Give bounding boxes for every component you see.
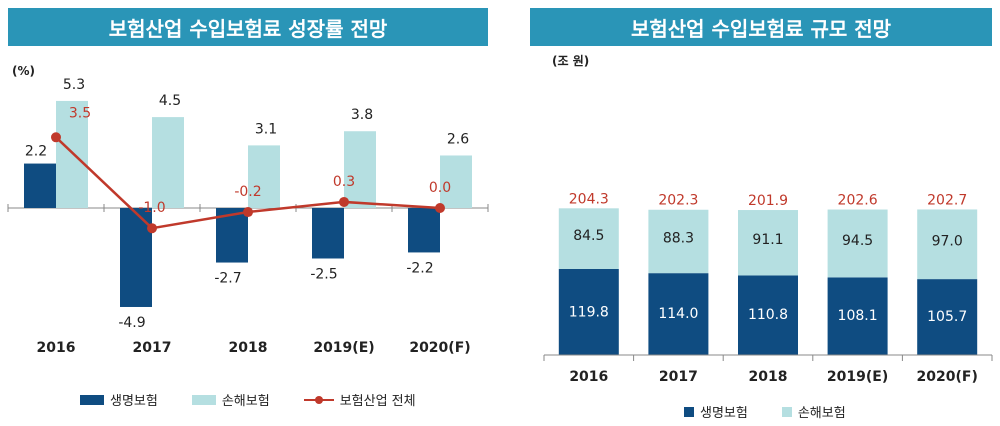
data-label-nonlife: 3.8	[351, 107, 373, 123]
stacked-bar-life	[558, 268, 619, 355]
category-label: 2019(E)	[827, 369, 888, 385]
total-point	[243, 207, 253, 218]
legend-label-life: 생명보험	[110, 394, 158, 409]
legend-item-life: 생명보험	[80, 390, 158, 409]
data-label-total: 3.5	[69, 105, 91, 121]
data-label-total: 0.0	[429, 180, 451, 196]
legend-label-total: 보험산업 전체	[339, 394, 416, 409]
stacked-bar-nonlife	[917, 209, 978, 280]
stacked-bar-nonlife	[827, 209, 888, 278]
data-label-life: 2.2	[25, 144, 47, 160]
total-point	[339, 196, 349, 207]
stacked-bar-life	[917, 279, 978, 355]
legend-swatch-life-r	[684, 406, 694, 417]
data-label-nonlife: 94.5	[842, 233, 873, 249]
bar-nonlife	[152, 117, 184, 208]
data-label-nonlife: 97.0	[932, 234, 963, 250]
data-label-total: 0.3	[333, 174, 355, 190]
bar-life	[312, 208, 344, 259]
data-label-nonlife: 2.6	[447, 131, 469, 147]
data-label-life: -2.5	[310, 267, 337, 283]
data-label-total: -0.2	[234, 184, 261, 200]
category-label: 2020(F)	[917, 369, 978, 385]
size-chart-panel: 보험산업 수입보험료 규모 전망 (조 원) 119.8 84.5 204.3 201…	[530, 0, 1000, 426]
category-label: 2017	[659, 369, 698, 385]
data-label-life: 105.7	[927, 309, 967, 325]
bar-life	[408, 208, 440, 253]
stacked-bar-life	[827, 277, 888, 355]
growth-chart-svg: 2.2 5.3 2016 -4.9 4.5 2017 -2.7 3.1 2018 -2.5 3.8 2…	[7, 77, 489, 356]
data-label-nonlife: 3.1	[255, 121, 277, 137]
data-label-life: -2.7	[214, 271, 241, 287]
total-point	[51, 132, 61, 143]
data-label-total: 202.6	[838, 193, 878, 209]
data-label-nonlife: 91.1	[752, 232, 783, 248]
data-label-nonlife: 84.5	[573, 228, 604, 244]
legend-label-life-r: 생명보험	[700, 406, 748, 421]
category-label: 2016	[37, 340, 76, 356]
total-point	[147, 223, 157, 234]
legend-label-nonlife-r: 손해보험	[797, 406, 846, 421]
data-label-life: 114.0	[658, 306, 698, 322]
category-label: 2018	[229, 340, 268, 356]
legend-swatch-total	[303, 395, 334, 405]
category-label: 2018	[749, 369, 788, 385]
stacked-bar-nonlife	[558, 208, 619, 269]
size-chart-svg: 119.8 84.5 204.3 2016 114.0 88.3 202.3 2017 110.…	[543, 191, 993, 385]
legend-item-nonlife: 손해보험	[191, 390, 270, 409]
category-label: 2020(F)	[409, 340, 470, 356]
data-label-life: -2.2	[406, 260, 433, 276]
bar-life	[24, 163, 56, 208]
size-chart-title: 보험산업 수입보험료 규모 전망	[530, 8, 992, 46]
stacked-bar-life	[738, 275, 798, 355]
category-label: 2016	[569, 369, 608, 385]
data-label-life: -4.9	[118, 315, 145, 331]
growth-chart-unit: (%)	[12, 64, 35, 78]
legend-item-total: 보험산업 전체	[303, 390, 416, 409]
data-label-total: 204.3	[569, 191, 609, 207]
legend-swatch-life	[80, 394, 104, 405]
legend-item-nonlife-r: 손해보험	[781, 402, 846, 421]
total-point	[435, 203, 445, 213]
data-label-total: 201.9	[748, 193, 788, 209]
size-chart-legend: 생명보험 손해보험	[684, 402, 880, 421]
legend-label-nonlife: 손해보험	[221, 394, 270, 409]
legend-item-life-r: 생명보험	[684, 402, 748, 421]
data-label-total: -1.0	[138, 200, 165, 216]
legend-swatch-nonlife	[191, 394, 216, 405]
size-chart-unit: (조 원)	[552, 54, 590, 68]
legend-swatch-nonlife-r	[781, 406, 792, 417]
growth-chart-title: 보험산업 수입보험료 성장률 전망	[8, 8, 488, 46]
data-label-nonlife: 5.3	[63, 77, 85, 93]
data-label-life: 119.8	[569, 304, 609, 320]
stacked-bar-nonlife	[738, 210, 798, 276]
growth-chart-panel: 보험산업 수입보험료 성장률 전망 (%) 2.2 5.3 2016 -4.9 4.5 2…	[0, 0, 490, 426]
data-label-total: 202.3	[658, 193, 698, 209]
data-label-total: 202.7	[927, 192, 967, 208]
data-label-nonlife: 88.3	[663, 231, 694, 247]
category-label: 2017	[133, 340, 172, 356]
bar-nonlife	[56, 100, 88, 208]
bar-nonlife	[248, 145, 280, 208]
stacked-bar-life	[648, 273, 709, 355]
bar-nonlife	[344, 131, 376, 208]
category-label: 2019(E)	[313, 340, 374, 356]
growth-chart-legend: 생명보험 손해보험 보험산업 전체	[80, 390, 450, 409]
data-label-life: 110.8	[748, 307, 788, 323]
bar-nonlife	[440, 155, 472, 208]
data-label-nonlife: 4.5	[159, 93, 181, 109]
data-label-life: 108.1	[838, 308, 878, 324]
stacked-bar-nonlife	[648, 209, 709, 274]
